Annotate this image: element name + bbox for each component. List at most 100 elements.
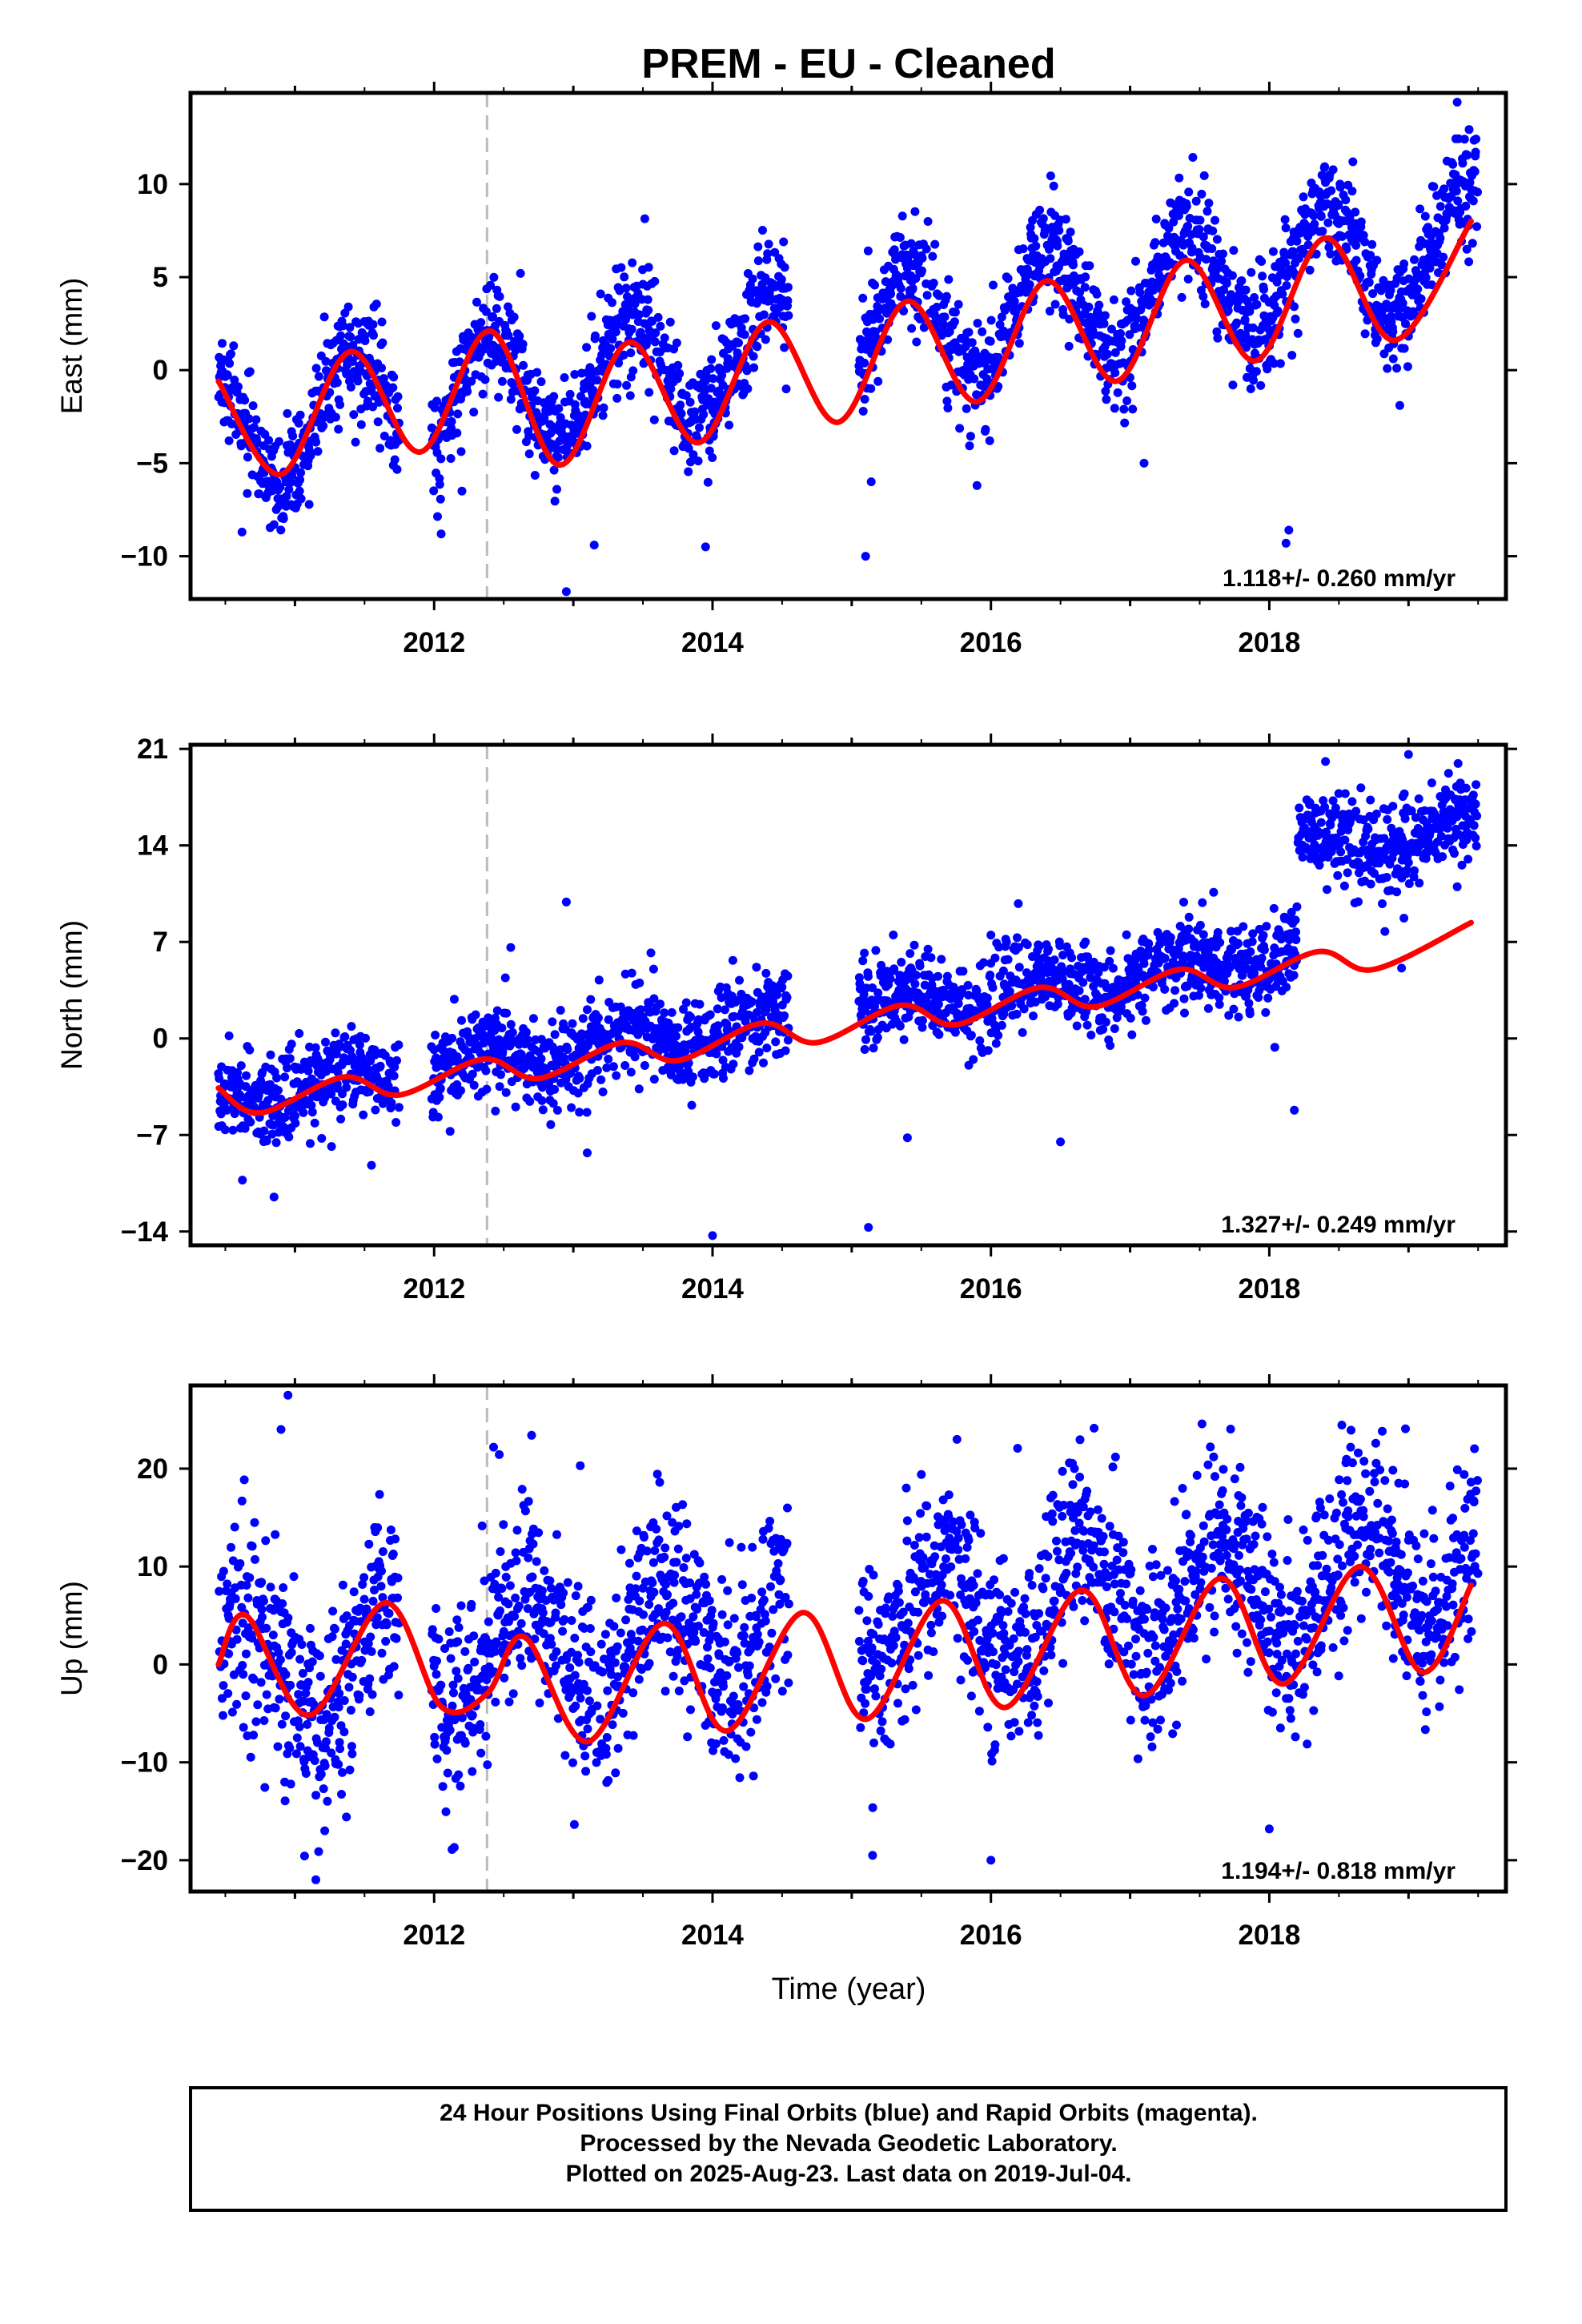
data-point — [1098, 1024, 1108, 1034]
data-point — [1191, 196, 1201, 206]
data-point — [1195, 991, 1203, 1000]
data-point — [317, 1134, 327, 1143]
data-point — [966, 432, 975, 441]
data-point — [1275, 359, 1285, 368]
data-point — [1058, 951, 1068, 960]
data-point — [1320, 162, 1330, 171]
data-point — [515, 332, 524, 341]
data-point — [627, 968, 636, 978]
outlier-point — [1452, 98, 1462, 107]
data-point — [1092, 289, 1102, 299]
data-point — [371, 300, 381, 309]
data-point — [327, 1632, 337, 1642]
data-point — [528, 1014, 538, 1023]
data-point — [1081, 272, 1090, 282]
data-point — [1336, 847, 1346, 857]
data-point — [1464, 854, 1473, 864]
data-point — [371, 1105, 380, 1115]
data-point — [1182, 202, 1191, 211]
data-point — [1215, 999, 1224, 1009]
data-point — [1239, 922, 1248, 931]
data-point — [304, 500, 314, 509]
data-point — [602, 1063, 612, 1072]
y-tick-label: −10 — [121, 541, 168, 573]
data-point — [327, 1748, 336, 1758]
data-point — [598, 1088, 608, 1096]
data-point — [240, 1124, 250, 1133]
data-point — [611, 328, 620, 336]
data-point — [986, 971, 995, 979]
data-point — [934, 291, 944, 300]
data-point — [502, 1008, 512, 1018]
x-tick-label: 2012 — [403, 1273, 465, 1305]
data-point — [244, 414, 254, 424]
data-point — [394, 1103, 404, 1112]
data-point — [480, 375, 490, 384]
data-point — [316, 1770, 326, 1779]
data-point — [1360, 329, 1370, 339]
data-point — [223, 1579, 232, 1589]
data-point — [307, 1100, 316, 1110]
data-point — [1461, 201, 1471, 211]
data-point — [1219, 976, 1229, 986]
data-point — [761, 335, 770, 344]
outlier-point — [1281, 538, 1291, 548]
velocity-rate-label: 1.118+/- 0.260 mm/yr — [1223, 565, 1456, 592]
data-point — [899, 306, 909, 316]
data-point — [627, 324, 636, 334]
data-point — [457, 1015, 466, 1025]
data-point — [681, 1046, 690, 1055]
data-point — [628, 258, 637, 267]
data-point — [1399, 259, 1409, 268]
data-point — [717, 371, 727, 380]
data-point — [1336, 180, 1346, 190]
data-point — [1316, 211, 1326, 221]
x-tick-label: 2018 — [1238, 1273, 1300, 1305]
data-point — [713, 1021, 723, 1031]
data-point — [592, 1066, 602, 1075]
data-point — [1029, 1011, 1038, 1021]
data-point — [1199, 171, 1209, 180]
data-point — [1473, 187, 1482, 197]
data-point — [1351, 207, 1360, 217]
data-point — [360, 336, 370, 345]
data-point — [233, 1068, 243, 1077]
data-point — [752, 1007, 761, 1017]
outlier-point — [457, 486, 467, 496]
data-point — [1213, 333, 1223, 343]
data-point — [445, 1127, 455, 1136]
data-point — [488, 312, 497, 321]
data-point — [246, 1117, 255, 1127]
data-point — [753, 256, 763, 266]
data-point — [306, 1623, 315, 1633]
data-point — [1035, 941, 1045, 951]
data-point — [500, 973, 510, 983]
data-point — [468, 1069, 477, 1079]
data-point — [311, 1791, 321, 1800]
data-point — [232, 1634, 242, 1644]
data-point — [1257, 257, 1267, 266]
data-point — [861, 1035, 870, 1044]
data-point — [480, 1035, 490, 1045]
data-point — [256, 1678, 266, 1687]
data-point — [1207, 244, 1217, 253]
data-point — [393, 392, 403, 401]
data-point — [378, 338, 387, 348]
data-point — [239, 1475, 249, 1485]
data-point — [266, 1050, 275, 1059]
outlier-point — [972, 480, 982, 490]
data-point — [1213, 263, 1223, 273]
data-point — [1471, 833, 1480, 842]
data-point — [954, 999, 963, 1008]
data-point — [625, 391, 635, 400]
data-point — [237, 1496, 247, 1506]
data-point — [907, 324, 917, 333]
data-point — [985, 436, 994, 445]
data-point — [275, 436, 283, 446]
data-point — [497, 376, 507, 386]
data-point — [650, 337, 660, 347]
data-point — [695, 999, 705, 1009]
data-point — [1415, 204, 1425, 214]
data-point — [1259, 931, 1268, 940]
